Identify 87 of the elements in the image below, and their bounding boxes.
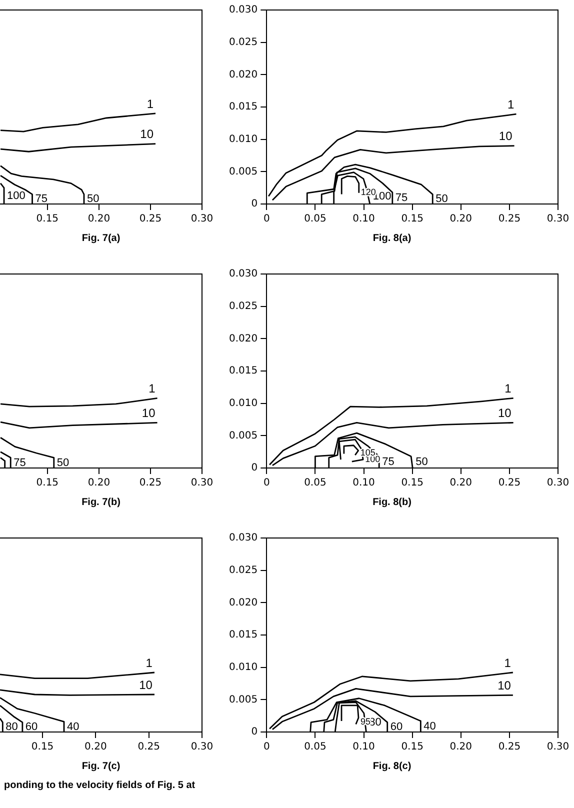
y-tick-label: 0.010	[228, 662, 258, 673]
y-tick-label: 0.020	[228, 69, 258, 80]
y-tick-label: 0.010	[228, 134, 258, 145]
series-label: 50	[436, 193, 448, 206]
y-tick-label: 0	[251, 462, 258, 474]
series-label: 1	[146, 96, 154, 111]
x-tick-label: 0.30	[546, 214, 570, 225]
series-label: 75	[382, 456, 394, 468]
series-label: 50	[86, 193, 100, 206]
x-tick-label: 0.20	[84, 742, 107, 753]
text: Fig. 8(c)	[372, 760, 412, 772]
x-tick-label: 0	[263, 214, 270, 225]
y-tick-label: 0.010	[228, 398, 258, 409]
series-label: 10	[140, 127, 154, 142]
x-tick-label: 0.10	[352, 478, 375, 489]
x-tick-label: 0.25	[139, 478, 162, 489]
y-tick-label: 0.005	[228, 166, 258, 178]
text: ponding to the velocity fields of Fig. 5 at	[4, 780, 196, 791]
x-tick-label: 0.15	[401, 214, 424, 225]
y-tick-label: 0.005	[228, 694, 258, 706]
x-tick-label: 0.20	[88, 478, 110, 489]
x-tick-label: 0	[263, 478, 270, 489]
series-label: 1	[508, 97, 515, 112]
y-tick-label: 0.005	[228, 430, 258, 442]
x-tick-label: 0	[263, 742, 270, 753]
x-tick-label: 0.25	[498, 214, 521, 225]
series-label: 1	[146, 656, 153, 670]
series-label: 1	[148, 381, 156, 396]
x-tick-label: 0.25	[498, 478, 521, 489]
series-label: 60	[390, 721, 403, 734]
y-tick-label: 0.030	[228, 268, 258, 280]
x-tick-label: 0.15	[31, 742, 54, 753]
series-label: 1	[504, 656, 512, 670]
series-label: 10	[498, 678, 512, 692]
text: Fig. 8(a)	[372, 232, 412, 244]
series-label: 75	[35, 193, 48, 206]
y-tick-label: 0.015	[228, 630, 258, 641]
series-label: 50	[416, 456, 428, 468]
x-tick-label: 0.30	[190, 214, 214, 225]
y-tick-label: 0	[251, 726, 258, 738]
x-tick-label: 0.05	[304, 214, 326, 225]
series-label: 80	[6, 721, 18, 734]
y-tick-label: 0	[251, 198, 258, 210]
y-tick-label: 0.020	[228, 333, 258, 344]
text: Fig. 8(b)	[372, 496, 412, 508]
x-tick-label: 0.15	[36, 214, 59, 225]
x-tick-label: 0.05	[304, 478, 326, 489]
x-tick-label: 0.15	[401, 478, 424, 489]
x-tick-label: 0.25	[138, 742, 160, 753]
series-label: 60	[25, 721, 38, 734]
series-label: 50	[56, 456, 70, 469]
x-tick-label: 0.10	[352, 742, 375, 753]
x-tick-label: 0.25	[498, 742, 521, 753]
x-tick-label: 0.15	[401, 742, 424, 753]
series-label: 40	[424, 720, 436, 733]
series-label: 1	[504, 381, 512, 396]
y-tick-label: 0.025	[228, 564, 258, 576]
x-tick-label: 0.20	[450, 742, 472, 753]
x-tick-label: 0.30	[190, 742, 214, 753]
x-tick-label: 0.30	[546, 742, 570, 753]
y-tick-label: 0.020	[228, 597, 258, 608]
y-tick-label: 0.030	[228, 4, 258, 16]
series-label: 75	[14, 456, 26, 469]
x-tick-label: 0.30	[546, 478, 570, 489]
series-label: 100	[7, 190, 26, 202]
series-label: 10	[498, 406, 512, 420]
text: Fig. 7(c)	[82, 760, 120, 772]
series-label: 75	[395, 192, 408, 204]
y-tick-label: 0.030	[228, 532, 258, 544]
series-label: 10	[142, 406, 156, 420]
y-tick-label: 0.015	[228, 102, 258, 113]
x-tick-label: 0.30	[190, 478, 214, 489]
y-tick-label: 0.015	[228, 366, 258, 377]
x-tick-label: 0.10	[352, 214, 375, 225]
y-tick-label: 0.025	[228, 300, 258, 312]
x-tick-label: 0.05	[304, 742, 326, 753]
series-label: 10	[139, 678, 153, 692]
series-label: 10	[498, 129, 513, 144]
x-tick-label: 0.15	[36, 478, 59, 489]
text: Fig. 7(b)	[82, 496, 120, 508]
x-tick-label: 0.25	[139, 214, 162, 225]
x-tick-label: 0.20	[450, 478, 472, 489]
y-tick-label: 0.025	[228, 36, 258, 48]
x-tick-label: 0.20	[450, 214, 472, 225]
series-label: 40	[67, 720, 80, 733]
x-tick-label: 0.20	[88, 214, 110, 225]
text: Fig. 7(a)	[82, 232, 120, 244]
